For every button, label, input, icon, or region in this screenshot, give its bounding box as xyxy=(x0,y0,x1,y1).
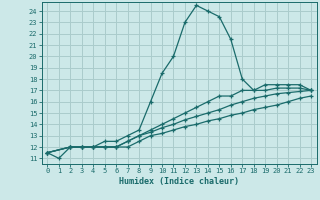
X-axis label: Humidex (Indice chaleur): Humidex (Indice chaleur) xyxy=(119,177,239,186)
